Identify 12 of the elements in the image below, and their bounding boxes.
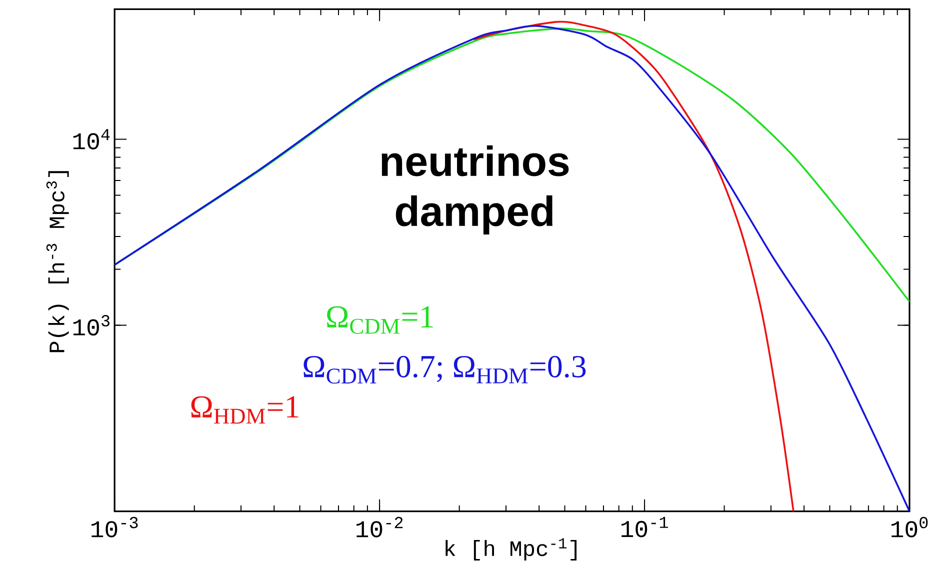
x-tick-label: 10$^{-3}$ [92,516,138,538]
y-tick-label: 10$^{4}$ [73,129,110,150]
x-axis-title: k [h Mpc$^{-1}$] [446,538,577,560]
y-axis-title: P(k) [h$^{-3}$ Mpc$^{3}$] [46,171,69,352]
x-tick-label: 10$^{-1}$ [622,516,668,538]
text: Ω$_{CDM}$=1 [327,306,433,334]
x-tick-label: 10$^{-2}$ [356,516,403,538]
annotation: neutrinos damped [382,145,569,235]
text: Ω$_{HDM}$=1 [191,396,298,424]
x-tick-label: 10$^{0}$ [892,516,928,538]
text: Ω$_{CDM}$=0.7; Ω$_{HDM}$=0.3 [304,356,586,384]
y-tick-label: 10$^{3}$ [73,315,110,336]
